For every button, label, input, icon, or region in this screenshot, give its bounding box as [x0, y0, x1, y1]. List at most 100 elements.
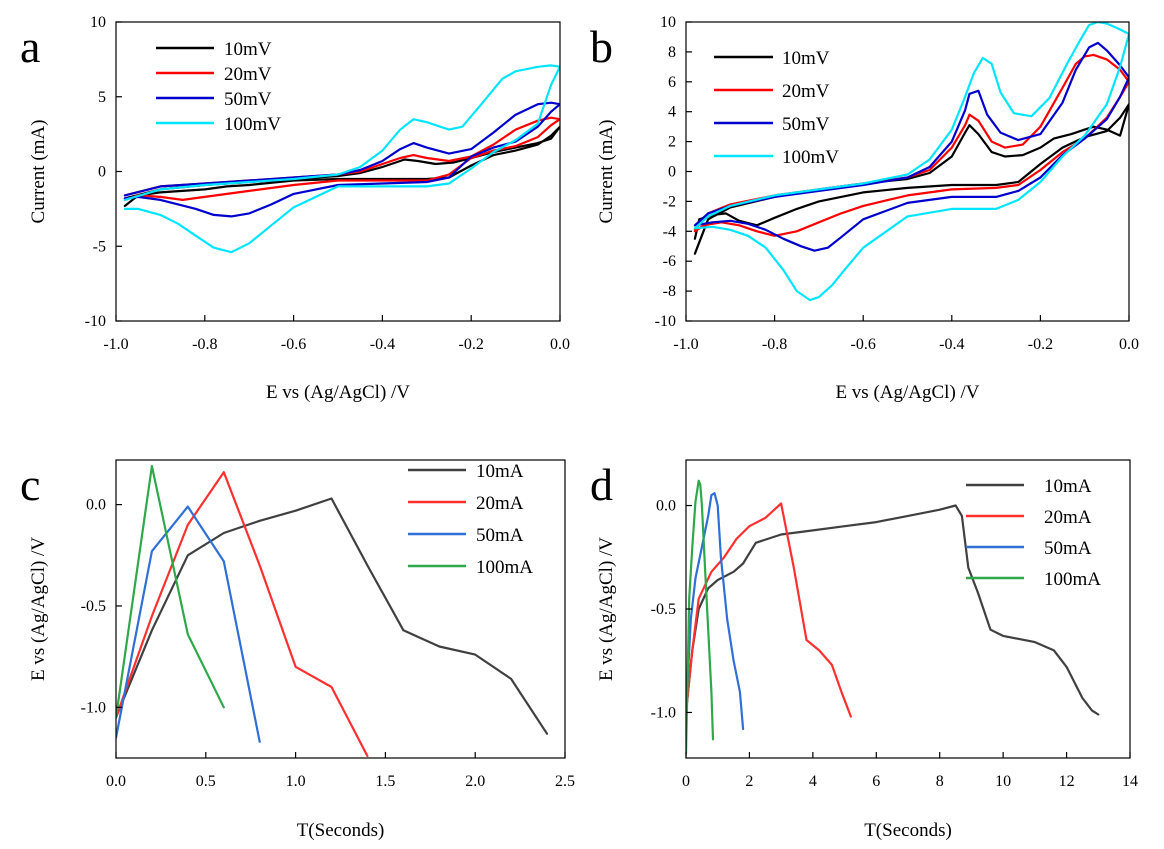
legend: 10mA 20mA 50mA 100mA — [966, 476, 1101, 590]
y-tick-label: -8 — [663, 283, 676, 300]
y-tick-label: -1.0 — [651, 704, 676, 721]
legend-label-100mA: 100mA — [1044, 569, 1101, 590]
x-tick-label: 6 — [872, 773, 880, 790]
y-tick-label: -10 — [655, 313, 676, 330]
y-tick-label: 4 — [668, 104, 676, 121]
y-tick-label: 0.0 — [656, 498, 676, 515]
series-group — [693, 22, 1129, 302]
series-group — [123, 64, 560, 254]
legend-label-10mA: 10mA — [476, 461, 524, 482]
series-group — [116, 465, 549, 758]
x-tick-label: -0.8 — [762, 336, 787, 353]
y-axis-title: E vs (Ag/AgCl) /V — [596, 537, 617, 681]
y-tick-label: 6 — [668, 74, 676, 91]
y-tick-label: -10 — [85, 313, 106, 330]
panel-b: b -1.0 -0.8 -0.6 -0.4 -0.2 0.0 -10 -8 -6 -4 -2 0 2 4 6 8… — [590, 14, 1139, 403]
series-line-50mV — [123, 101, 560, 218]
x-tick-label: 1.5 — [375, 773, 395, 790]
panel-c: c 0.0 0.5 1.0 1.5 2.0 2.5 -1.0 -0.5 0.0 T(Seconds)… — [20, 459, 575, 841]
legend-label-100mA: 100mA — [476, 557, 533, 578]
y-tick-label: 0 — [668, 164, 676, 181]
y-axis-title: E vs (Ag/AgCl) /V — [28, 537, 49, 681]
axes-frame — [115, 459, 566, 759]
legend-label-100mV: 100mV — [782, 147, 839, 168]
x-axis-title: E vs (Ag/AgCl) /V — [266, 382, 410, 403]
x-tick-label: 4 — [809, 773, 817, 790]
x-tick-label: -1.0 — [103, 336, 128, 353]
axes-frame — [685, 21, 1130, 322]
x-tick-label: -0.2 — [1028, 336, 1053, 353]
legend-label-20mV: 20mV — [782, 81, 830, 102]
y-tick-label: -5 — [93, 238, 106, 255]
x-axis-title: T(Seconds) — [297, 820, 385, 841]
legend-label-20mA: 20mA — [1044, 507, 1092, 528]
x-tick-label: 0.0 — [550, 336, 570, 353]
x-tick-label: 0 — [682, 773, 690, 790]
x-tick-label: 8 — [936, 773, 944, 790]
x-tick-label: 12 — [1059, 773, 1075, 790]
y-tick-label: 10 — [90, 14, 106, 31]
y-tick-label: -1.0 — [81, 699, 106, 716]
x-axis-title: T(Seconds) — [864, 820, 952, 841]
y-tick-label: 2 — [668, 134, 676, 151]
series-line-20mA — [686, 502, 853, 718]
x-tick-label: -0.2 — [459, 336, 484, 353]
legend-label-20mV: 20mV — [224, 64, 272, 85]
series-group — [686, 479, 1100, 756]
series-line-100mV — [123, 64, 560, 254]
panel-letter: a — [20, 21, 40, 72]
x-tick-label: -0.6 — [851, 336, 876, 353]
y-tick-label: 10 — [660, 14, 676, 31]
series-line-10mA — [116, 497, 549, 735]
legend: 10mV 20mV 50mV 100mV — [714, 48, 839, 168]
x-tick-label: 10 — [995, 773, 1011, 790]
y-axis-title: Current (mA) — [28, 120, 49, 224]
panel-letter: b — [590, 21, 613, 72]
x-tick-label: 2 — [745, 773, 753, 790]
axes-frame — [115, 21, 561, 322]
legend-label-20mA: 20mA — [476, 493, 524, 514]
x-tick-label: -0.8 — [192, 336, 217, 353]
panel-d: d 0 2 4 6 8 10 12 14 -1.0 -0.5 0.0 T(Seconds) E vs (A… — [590, 459, 1138, 841]
y-tick-label: -2 — [663, 193, 676, 210]
series-line-10mV — [693, 103, 1129, 255]
panel-a: a -1.0 -0.8 -0.6 -0.4 -0.2 0.0 -10 -5 0 5 10 E vs (A… — [20, 14, 570, 403]
legend-label-50mV: 50mV — [224, 89, 272, 110]
x-tick-label: 2.0 — [465, 773, 485, 790]
series-line-10mV — [123, 125, 560, 207]
x-tick-label: 0.0 — [1119, 336, 1139, 353]
y-tick-label: 0.0 — [86, 497, 106, 514]
legend-label-10mV: 10mV — [782, 48, 830, 69]
legend-label-50mV: 50mV — [782, 114, 830, 135]
x-tick-label: 14 — [1122, 773, 1138, 790]
x-tick-label: -1.0 — [673, 336, 698, 353]
series-line-100mA — [116, 465, 225, 719]
series-line-50mA — [116, 505, 261, 743]
series-line-10mA — [686, 504, 1100, 716]
x-tick-label: -0.4 — [370, 336, 395, 353]
legend: 10mA 20mA 50mA 100mA — [408, 461, 533, 578]
legend: 10mV 20mV 50mV 100mV — [156, 39, 281, 135]
series-line-20mV — [693, 53, 1129, 237]
series-line-100mV — [693, 22, 1129, 302]
y-tick-label: 5 — [98, 89, 106, 106]
series-line-100mA — [686, 479, 715, 756]
series-line-20mV — [123, 116, 560, 201]
y-tick-label: 0 — [98, 164, 106, 181]
panel-letter: c — [20, 459, 40, 510]
legend-label-10mV: 10mV — [224, 39, 272, 60]
x-tick-label: -0.6 — [281, 336, 306, 353]
x-tick-label: 1.0 — [286, 773, 306, 790]
series-line-50mA — [686, 492, 745, 731]
x-tick-label: 2.5 — [555, 773, 575, 790]
x-tick-label: 0.0 — [106, 773, 126, 790]
legend-label-50mA: 50mA — [1044, 538, 1092, 559]
legend-label-100mV: 100mV — [224, 114, 281, 135]
x-axis-title: E vs (Ag/AgCl) /V — [835, 382, 979, 403]
y-axis-title: Current (mA) — [596, 120, 617, 224]
legend-label-10mA: 10mA — [1044, 476, 1092, 497]
legend-label-50mA: 50mA — [476, 525, 524, 546]
y-tick-label: -0.5 — [651, 601, 676, 618]
x-tick-label: -0.4 — [939, 336, 964, 353]
x-tick-label: 0.5 — [196, 773, 216, 790]
